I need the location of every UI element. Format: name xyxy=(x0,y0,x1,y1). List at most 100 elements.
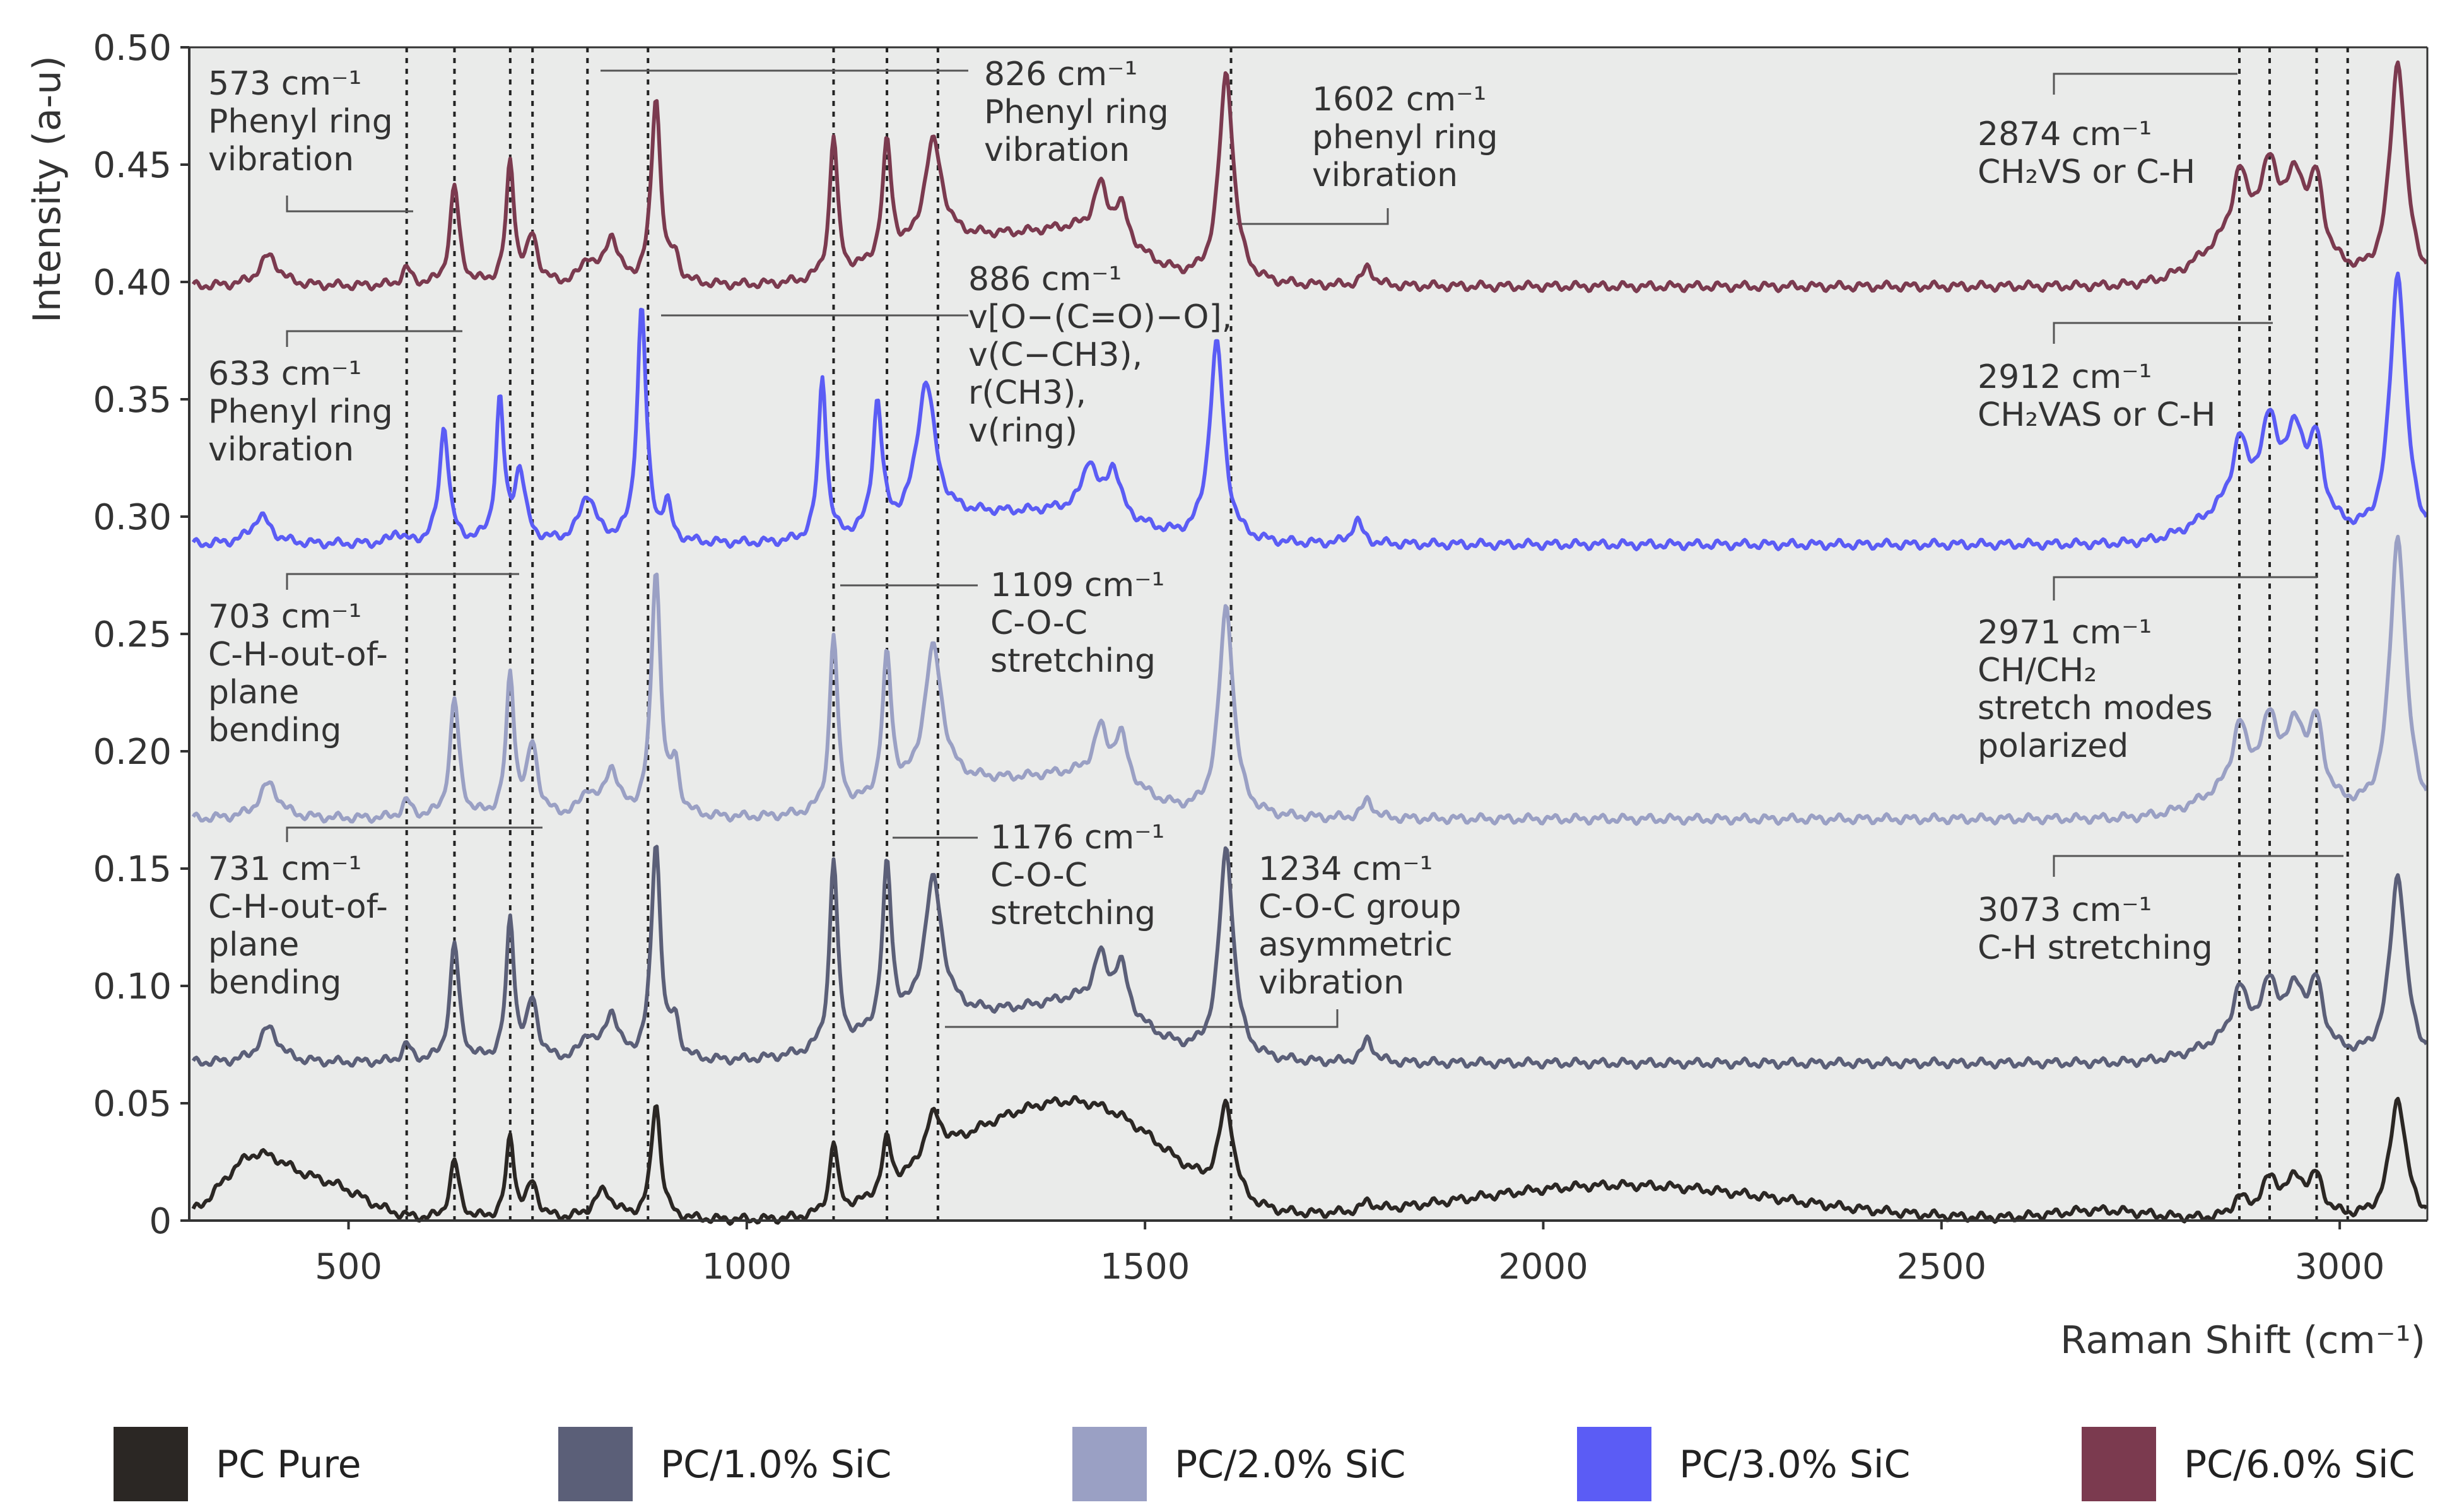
leader-line-9 xyxy=(1236,208,1389,225)
series-line-3 xyxy=(191,271,2429,551)
legend-swatch xyxy=(114,1427,188,1501)
legend-label: PC/3.0% SiC xyxy=(1679,1443,1910,1487)
annotation-line: C-H-out-of- xyxy=(208,636,388,674)
x-tick-label: 1500 xyxy=(1100,1246,1190,1287)
annotation-a2971: 2971 cm⁻¹ CH/CH₂ stretch modes polarized xyxy=(1978,614,2213,765)
leader-line-3 xyxy=(286,826,542,842)
annotation-a731: 731 cm⁻¹ C-H-out-of-plane bending xyxy=(208,850,388,1002)
legend-swatch xyxy=(558,1427,633,1501)
annotation-line: 3073 cm⁻¹ xyxy=(1978,891,2152,929)
annotation-line: 1109 cm⁻¹ xyxy=(990,566,1164,604)
annotation-line: stretching xyxy=(990,642,1156,680)
annotation-line: plane xyxy=(208,926,299,964)
annotation-line: v(C−CH3), xyxy=(968,336,1142,374)
annotation-line: vibration xyxy=(208,431,354,469)
legend-item-0: PC Pure xyxy=(114,1427,361,1501)
annotation-a1602: 1602 cm⁻¹ phenyl ring vibration xyxy=(1312,81,1498,194)
y-tick-label: 0.30 xyxy=(93,497,172,538)
annotation-line: C-O-C group xyxy=(1258,888,1462,926)
annotation-line: C-H stretching xyxy=(1978,929,2213,967)
legend-swatch xyxy=(1577,1427,1651,1501)
y-tick-label: 0.45 xyxy=(93,145,172,186)
x-tick-label: 1000 xyxy=(702,1246,792,1287)
annotation-line: asymmetric xyxy=(1258,926,1453,964)
legend-label: PC/1.0% SiC xyxy=(660,1443,891,1487)
annotation-line: stretching xyxy=(990,894,1156,932)
legend-label: PC/2.0% SiC xyxy=(1175,1443,1405,1487)
spectra-series xyxy=(191,60,2429,1226)
annotation-line: C-O-C xyxy=(990,857,1088,894)
legend-swatch xyxy=(1072,1427,1147,1501)
y-tick-label: 0.40 xyxy=(93,262,172,303)
annotation-line: 1602 cm⁻¹ xyxy=(1312,81,1486,119)
annotation-a703: 703 cm⁻¹ C-H-out-of-plane bending xyxy=(208,598,388,749)
annotation-line: bending xyxy=(208,712,341,749)
annotation-line: CH₂VS or C-H xyxy=(1978,153,2195,191)
annotation-line: vibration xyxy=(984,131,1130,169)
annotation-line: C-H-out-of- xyxy=(208,888,388,926)
annotation-line: r(CH3), xyxy=(968,374,1086,412)
legend-item-3: PC/3.0% SiC xyxy=(1577,1427,1910,1501)
annotation-a886: 886 cm⁻¹ v[O−(C=O)−O], v(C−CH3), r(CH3), v(r… xyxy=(968,261,1232,450)
annotation-a1176: 1176 cm⁻¹ C-O-C stretching xyxy=(990,819,1164,932)
leader-line-0 xyxy=(286,196,413,213)
legend-label: PC Pure xyxy=(216,1443,361,1487)
annotation-line: 573 cm⁻¹ xyxy=(208,65,361,103)
annotation-line: phenyl ring xyxy=(1312,119,1498,156)
annotation-line: 633 cm⁻¹ xyxy=(208,355,361,393)
y-tick-label: 0.25 xyxy=(93,614,172,655)
annotation-line: CH₂VAS or C-H xyxy=(1978,396,2216,434)
annotation-line: stretch modes xyxy=(1978,689,2213,727)
leader-line-1 xyxy=(286,330,462,347)
x-axis-title: Raman Shift (cm⁻¹) xyxy=(2060,1318,2425,1363)
annotation-a1109: 1109 cm⁻¹ C-O-C stretching xyxy=(990,566,1164,680)
annotation-line: bending xyxy=(208,964,341,1002)
y-tick-label: 0.35 xyxy=(93,380,172,421)
annotation-line: C-O-C xyxy=(990,604,1088,642)
annotation-line: vibration xyxy=(1258,964,1404,1002)
annotation-line: polarized xyxy=(1978,727,2128,765)
y-tick-label: 0.20 xyxy=(93,732,172,773)
reference-lines xyxy=(405,47,2349,1221)
leader-line-8 xyxy=(945,1009,1339,1028)
leader-line-10 xyxy=(2053,73,2237,95)
annotation-line: CH/CH₂ xyxy=(1978,652,2097,689)
x-tick-label: 3000 xyxy=(2295,1246,2385,1287)
x-tick-label: 2500 xyxy=(1897,1246,1987,1287)
annotation-line: plane xyxy=(208,674,299,712)
annotation-a826: 826 cm⁻¹ Phenyl ring vibration xyxy=(984,56,1169,169)
annotation-line: 1234 cm⁻¹ xyxy=(1258,850,1433,888)
annotation-leaders xyxy=(286,69,2343,1028)
y-tick-label: 0.10 xyxy=(93,966,172,1007)
annotation-line: 2912 cm⁻¹ xyxy=(1978,358,2152,396)
annotation-line: v[O−(C=O)−O], xyxy=(968,298,1232,336)
y-tick-label: 0.15 xyxy=(93,849,172,890)
annotation-line: 886 cm⁻¹ xyxy=(968,261,1122,298)
x-tick-label: 500 xyxy=(315,1246,382,1287)
annotation-line: Phenyl ring xyxy=(984,93,1169,131)
annotation-a1234: 1234 cm⁻¹ C-O-C group asymmetric vibration xyxy=(1258,850,1462,1002)
annotation-a3073: 3073 cm⁻¹ C-H stretching xyxy=(1978,891,2213,967)
series-line-1 xyxy=(191,845,2429,1070)
annotation-line: 703 cm⁻¹ xyxy=(208,598,361,636)
series-line-4 xyxy=(191,60,2429,293)
annotation-a633: 633 cm⁻¹ Phenyl ring vibration xyxy=(208,355,393,469)
axes: 0 0.05 0.10 0.15 0.20 0.25 0.30 0.35 0.40 0.45 0.5… xyxy=(25,28,2429,1363)
y-tick-label: 0.50 xyxy=(93,28,172,69)
annotation-line: v(ring) xyxy=(968,412,1077,450)
legend-label: PC/6.0% SiC xyxy=(2184,1443,2415,1487)
annotation-a2912: 2912 cm⁻¹ CH₂VAS or C-H xyxy=(1978,358,2216,434)
annotation-line: 826 cm⁻¹ xyxy=(984,56,1137,93)
annotation-line: 731 cm⁻¹ xyxy=(208,850,361,888)
y-tick-label: 0 xyxy=(149,1201,172,1242)
annotation-line: Phenyl ring xyxy=(208,393,393,431)
leader-line-12 xyxy=(2053,576,2317,601)
annotation-line: 2874 cm⁻¹ xyxy=(1978,115,2152,153)
annotation-line: 1176 cm⁻¹ xyxy=(990,819,1164,857)
legend-item-4: PC/6.0% SiC xyxy=(2082,1427,2415,1501)
legend: PC Pure PC/1.0% SiC PC/2.0% SiC PC/3.0% SiC… xyxy=(114,1427,2415,1501)
legend-item-2: PC/2.0% SiC xyxy=(1072,1427,1405,1501)
leader-line-11 xyxy=(2053,322,2273,344)
